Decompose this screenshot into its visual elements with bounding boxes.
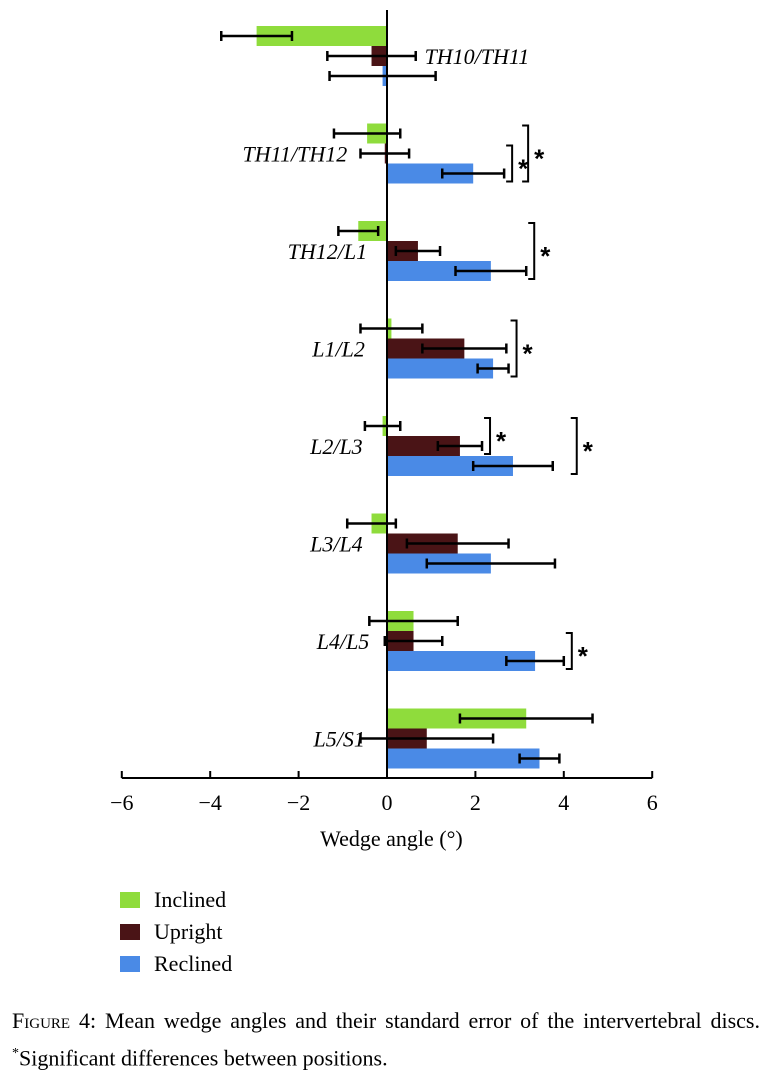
significance-bracket-4-0 bbox=[565, 632, 573, 670]
error-bars-layer bbox=[220, 31, 594, 764]
legend: Inclined Upright Reclined bbox=[120, 884, 232, 980]
x-tick-label-1: −4 bbox=[198, 790, 221, 815]
x-axis-label: Wedge angle (°) bbox=[320, 826, 463, 851]
bar-reclined-1 bbox=[387, 163, 474, 184]
significance-bracket-3-0 bbox=[484, 417, 492, 455]
legend-swatch-inclined bbox=[120, 892, 140, 908]
category-label-0: TH10/TH11 bbox=[425, 44, 530, 69]
significance-bracket-1-0 bbox=[528, 222, 536, 280]
bar-reclined-4 bbox=[387, 456, 513, 476]
x-tick-label-5: 4 bbox=[558, 790, 569, 815]
axes-layer bbox=[120, 10, 654, 779]
bar-reclined-2 bbox=[387, 261, 491, 281]
significance-bracket-0-1 bbox=[522, 124, 530, 183]
x-tick-label-3: 0 bbox=[382, 790, 393, 815]
significance-star-1-0: * bbox=[540, 241, 551, 271]
caption-text: Mean wedge angles and their standard err… bbox=[96, 1008, 760, 1033]
category-label-4: L2/L3 bbox=[309, 434, 363, 459]
wedge-angle-chart: −6 −4 −2 0 2 4 6 Wedge angle (°) TH10/TH11 TH11/T… bbox=[110, 10, 658, 851]
significance-bracket-3-1 bbox=[570, 417, 578, 475]
significance-star-2-0: * bbox=[523, 339, 534, 369]
significance-star-3-1: * bbox=[583, 436, 594, 466]
legend-label-reclined: Reclined bbox=[154, 951, 233, 976]
legend-label-upright: Upright bbox=[154, 919, 223, 944]
x-tick-label-6: 6 bbox=[647, 790, 658, 815]
significance-star-0-0: * bbox=[518, 154, 529, 184]
bar-upright-4 bbox=[387, 436, 460, 456]
x-tick-label-2: −2 bbox=[287, 790, 310, 815]
caption-note: Significant differences between position… bbox=[19, 1045, 388, 1071]
bar-reclined-7 bbox=[387, 748, 540, 769]
significance-bracket-2-0 bbox=[510, 319, 518, 378]
bar-reclined-6 bbox=[387, 651, 536, 671]
category-label-7: L5/S1 bbox=[313, 727, 365, 752]
bar-inclined-7 bbox=[387, 708, 527, 729]
legend-item-upright: Upright bbox=[120, 916, 232, 948]
legend-swatch-upright bbox=[120, 924, 140, 940]
significance-star-3-0: * bbox=[496, 426, 507, 456]
bar-reclined-3 bbox=[387, 358, 494, 379]
bars-layer bbox=[256, 26, 540, 769]
category-label-6: L4/L5 bbox=[316, 629, 370, 654]
category-label-1: TH11/TH12 bbox=[242, 142, 347, 167]
x-tick-label-4: 2 bbox=[470, 790, 481, 815]
significance-layer: * **** ** bbox=[484, 124, 594, 671]
labels-layer: −6 −4 −2 0 2 4 6 Wedge angle (°) TH10/TH11 TH11/T… bbox=[110, 44, 658, 851]
legend-swatch-reclined bbox=[120, 956, 140, 972]
category-label-3: L1/L2 bbox=[311, 337, 365, 362]
legend-label-inclined: Inclined bbox=[154, 887, 227, 912]
bar-inclined-0 bbox=[256, 26, 387, 46]
significance-bracket-0-0 bbox=[506, 144, 514, 183]
category-label-2: TH12/L1 bbox=[288, 239, 367, 264]
x-tick-label-0: −6 bbox=[110, 790, 133, 815]
category-label-5: L3/L4 bbox=[309, 532, 363, 557]
significance-star-4-0: * bbox=[578, 641, 589, 671]
legend-item-inclined: Inclined bbox=[120, 884, 232, 916]
caption-asterisk: * bbox=[12, 1046, 19, 1061]
figure-label: Figure 4: bbox=[12, 1008, 97, 1033]
figure-caption: Figure 4: Mean wedge angles and their st… bbox=[12, 1004, 760, 1074]
significance-star-0-1: * bbox=[534, 144, 545, 174]
legend-item-reclined: Reclined bbox=[120, 948, 232, 980]
